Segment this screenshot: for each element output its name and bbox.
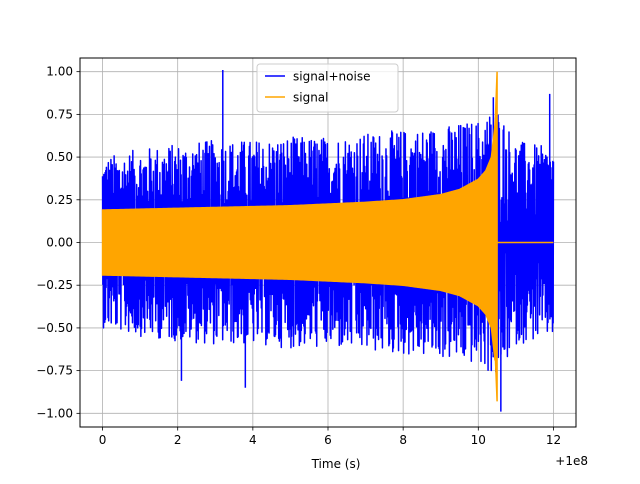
- y-tick-label: −1.00: [36, 406, 73, 420]
- y-tick-label: 0.50: [46, 150, 73, 164]
- legend-label: signal+noise: [293, 70, 370, 84]
- legend-label: signal: [293, 91, 329, 105]
- y-tick-label: 0.25: [46, 193, 73, 207]
- y-tick-label: −0.75: [36, 364, 73, 378]
- y-tick-label: −0.50: [36, 321, 73, 335]
- series-area-signal: [101, 71, 498, 402]
- x-tick-label: 4: [249, 433, 257, 447]
- y-tick-label: 0.00: [46, 236, 73, 250]
- series-layer: [101, 69, 555, 412]
- x-axis-label: Time (s): [311, 457, 361, 471]
- x-tick-label: 0: [99, 433, 107, 447]
- y-tick-label: 0.75: [46, 107, 73, 121]
- x-tick-label: 2: [174, 433, 182, 447]
- x-tick-label: 10: [471, 433, 486, 447]
- y-tick-label: −0.25: [36, 278, 73, 292]
- legend: signal+noise signal: [256, 63, 399, 113]
- x-tick-label: 6: [324, 433, 332, 447]
- x-axis-offset-label: +1e8: [555, 454, 588, 468]
- x-tick-label: 8: [399, 433, 407, 447]
- legend-box: [256, 63, 399, 113]
- y-tick-label: 1.00: [46, 65, 73, 79]
- x-tick-label: 12: [546, 433, 561, 447]
- tick-layer: 0 2 4 6 8 10 12 −1.00 −0.75 −0.50 −0.25 0.00 0.25 0.5…: [36, 65, 561, 447]
